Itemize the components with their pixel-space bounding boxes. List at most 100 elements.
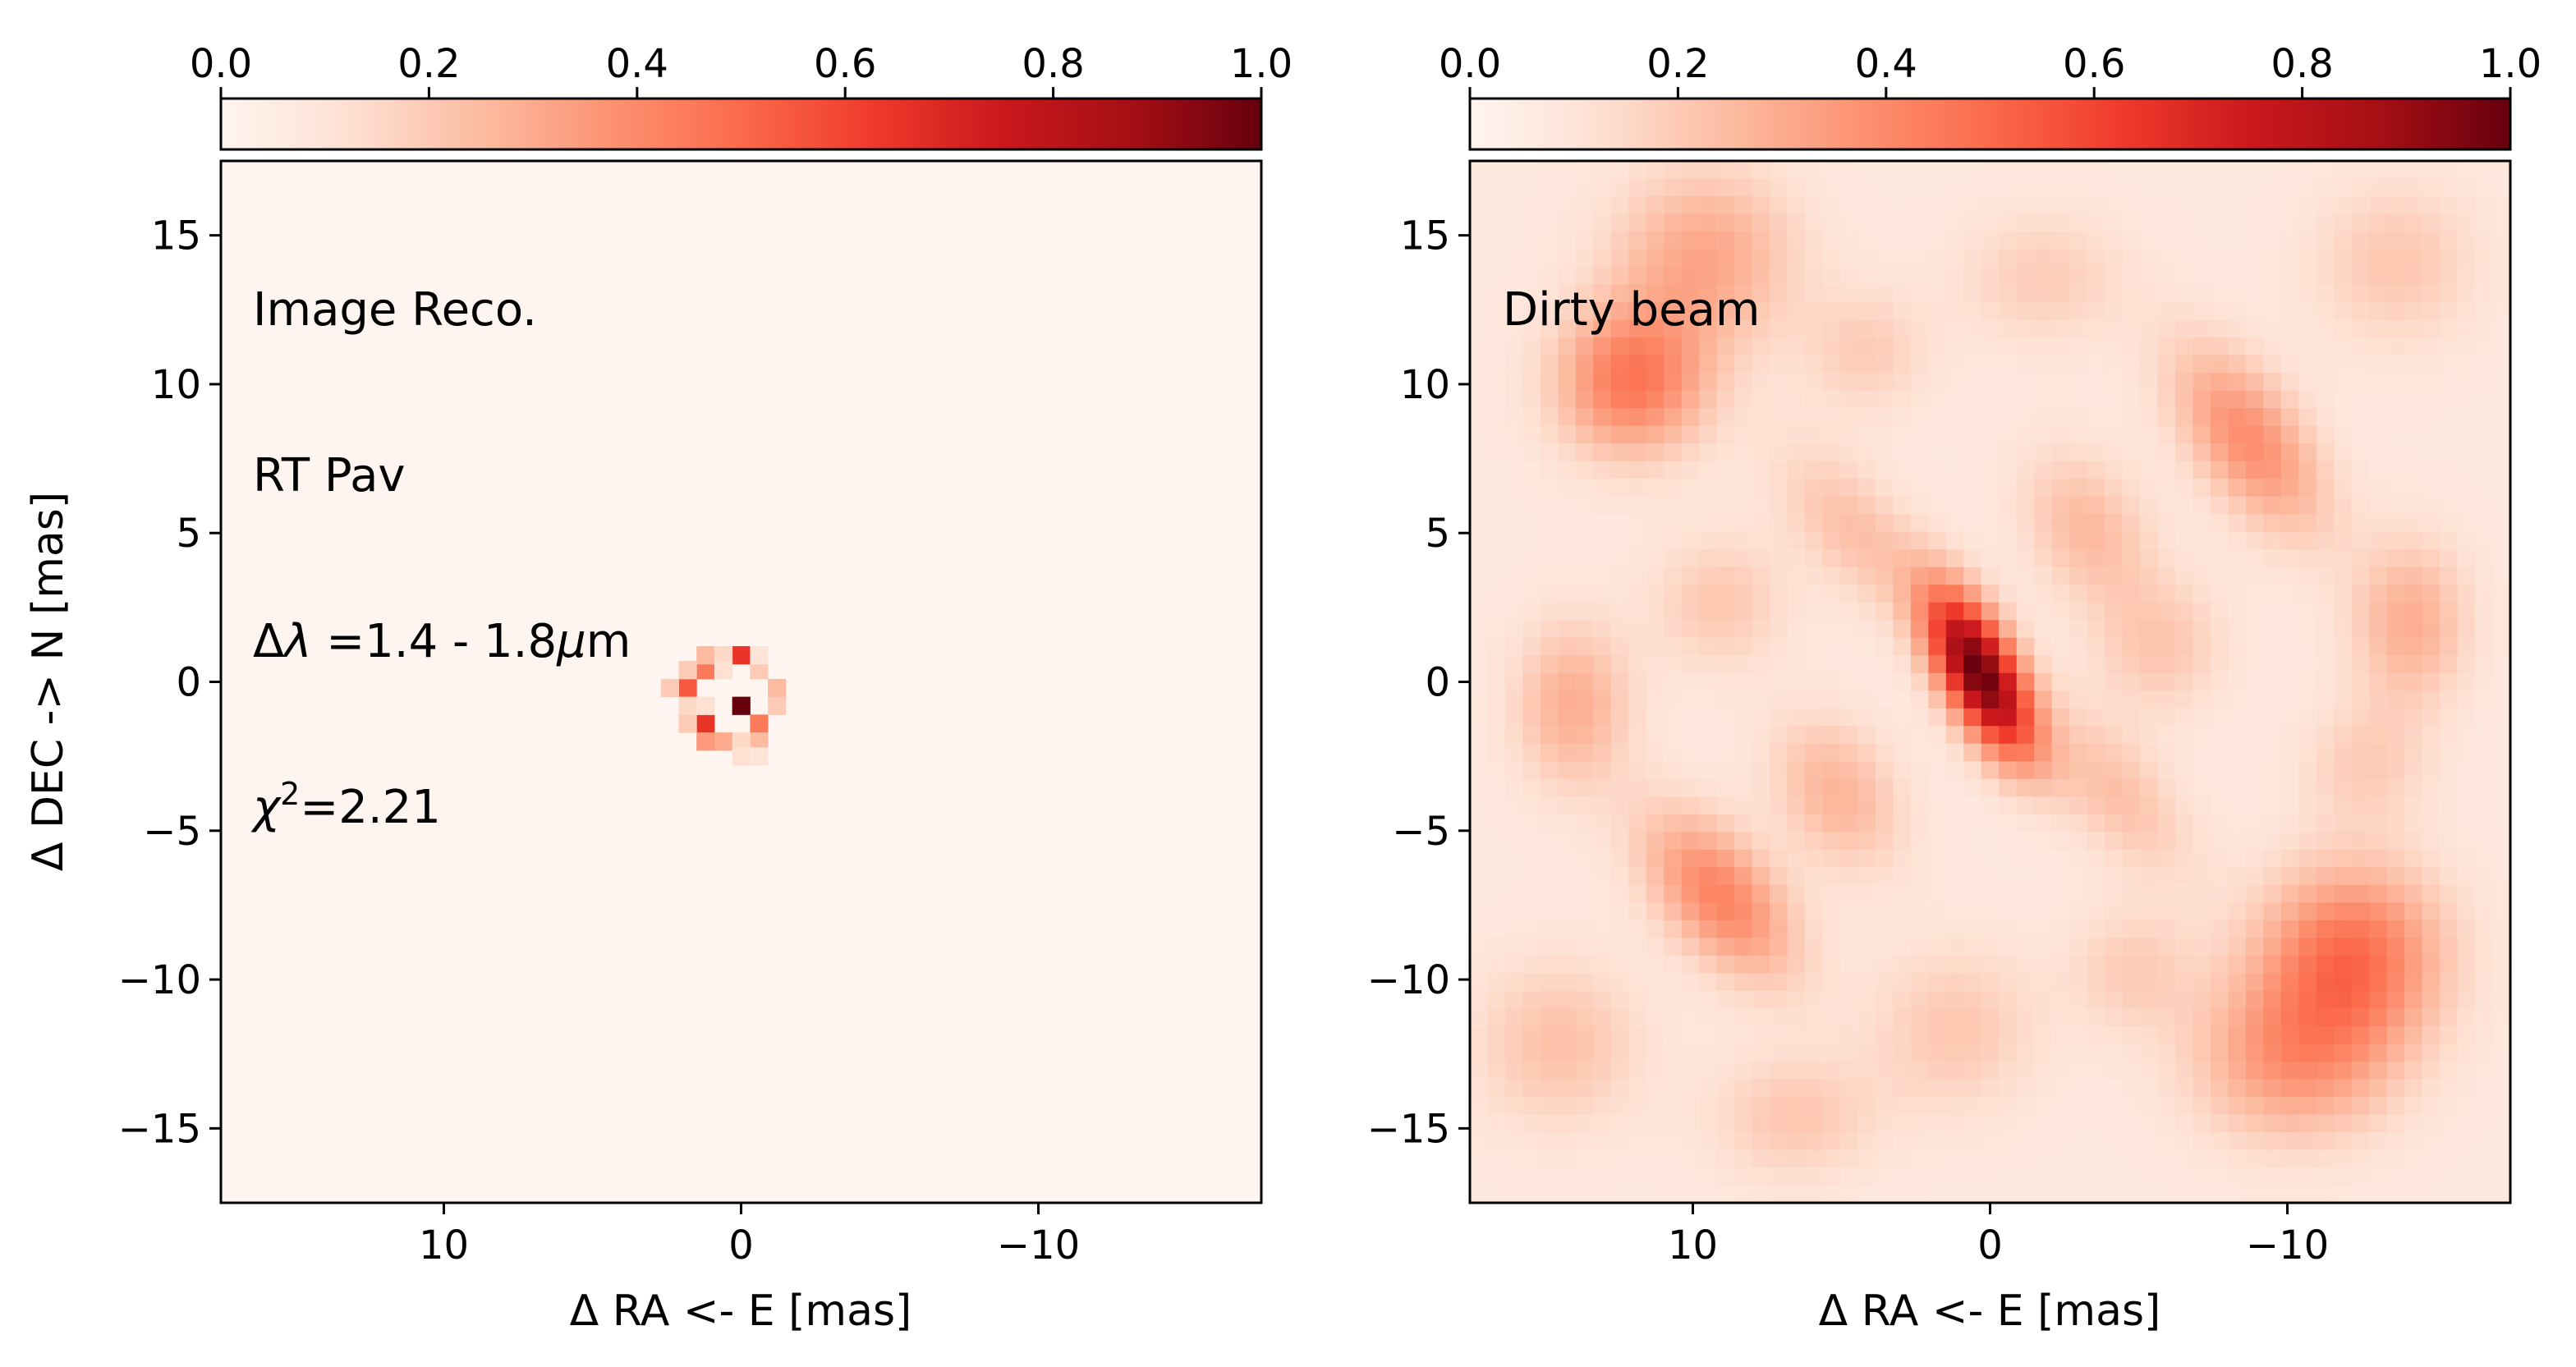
beam-cell bbox=[1540, 708, 1559, 727]
beam-cell bbox=[2263, 796, 2282, 815]
beam-cell bbox=[1928, 1025, 1947, 1045]
beam-cell bbox=[2140, 814, 2159, 833]
beam-cell bbox=[1945, 1114, 1964, 1133]
beam-cell bbox=[1558, 1044, 1577, 1062]
beam-cell bbox=[1893, 1149, 1912, 1168]
beam-cell bbox=[1681, 284, 1700, 303]
beam-cell bbox=[2210, 337, 2229, 356]
beam-cell bbox=[1646, 178, 1665, 197]
beam-cell bbox=[1981, 1044, 2000, 1062]
beam-cell bbox=[1770, 496, 1789, 515]
beam-cell bbox=[1664, 620, 1683, 639]
beam-cell bbox=[1628, 196, 1647, 215]
beam-cell bbox=[2051, 355, 2070, 374]
beam-cell bbox=[2174, 232, 2194, 250]
beam-cell bbox=[2210, 849, 2229, 868]
beam-cell bbox=[2245, 938, 2264, 956]
beam-cell bbox=[1575, 1044, 1594, 1062]
beam-cell bbox=[2193, 602, 2211, 621]
beam-cell bbox=[1857, 955, 1876, 974]
beam-cell bbox=[2245, 637, 2264, 656]
beam-cell bbox=[2087, 655, 2105, 674]
beam-cell bbox=[2245, 355, 2264, 374]
beam-cell bbox=[2193, 531, 2211, 550]
beam-cell bbox=[2334, 1025, 2353, 1045]
beam-cell bbox=[1805, 267, 1824, 286]
beam-cell bbox=[2193, 1079, 2211, 1098]
beam-cell bbox=[1593, 232, 1612, 250]
beam-cell bbox=[1664, 1096, 1683, 1116]
beam-cell bbox=[2157, 585, 2176, 603]
beam-cell bbox=[2475, 249, 2494, 268]
beam-cell bbox=[2492, 973, 2510, 992]
beam-cell bbox=[1646, 514, 1665, 533]
beam-cell bbox=[1857, 690, 1876, 709]
beam-cell bbox=[1999, 690, 2018, 709]
beam-cell bbox=[2316, 267, 2335, 286]
beam-cell bbox=[2316, 920, 2335, 938]
beam-cell bbox=[2351, 796, 2370, 815]
beam-cell bbox=[1646, 355, 1665, 374]
beam-cell bbox=[2122, 1185, 2141, 1203]
beam-cell bbox=[1664, 726, 1683, 745]
beam-cell bbox=[1981, 585, 2000, 603]
beam-cell bbox=[1558, 1008, 1577, 1027]
beam-cell bbox=[2087, 1167, 2105, 1186]
beam-cell bbox=[1822, 1167, 1841, 1186]
beam-cell bbox=[1875, 549, 1894, 568]
beam-cell bbox=[1822, 1008, 1841, 1027]
beam-cell bbox=[1522, 1167, 1541, 1186]
beam-cell bbox=[2351, 567, 2370, 585]
beam-cell bbox=[2087, 319, 2105, 338]
beam-cell bbox=[2069, 955, 2088, 974]
beam-cell bbox=[2228, 178, 2247, 197]
beam-cell bbox=[2369, 637, 2388, 656]
beam-cell bbox=[2051, 284, 2070, 303]
beam-cell bbox=[1839, 726, 1859, 745]
beam-cell bbox=[1839, 461, 1859, 479]
beam-cell bbox=[2174, 443, 2194, 462]
beam-cell bbox=[1646, 761, 1665, 780]
beam-cell bbox=[2210, 743, 2229, 762]
beam-cell bbox=[1734, 1008, 1753, 1027]
beam-cell bbox=[2280, 567, 2299, 585]
beam-cell bbox=[1681, 196, 1700, 215]
beam-cell bbox=[1470, 708, 1489, 727]
beam-cell bbox=[2422, 1149, 2441, 1168]
beam-cell bbox=[1699, 743, 1718, 762]
beam-cell bbox=[1945, 302, 1964, 321]
beam-cell bbox=[1646, 655, 1665, 674]
beam-cell bbox=[1857, 708, 1876, 727]
beam-cell bbox=[1699, 425, 1718, 444]
beam-cell bbox=[1734, 1185, 1753, 1203]
beam-cell bbox=[1893, 655, 1912, 674]
beam-cell bbox=[1770, 1185, 1789, 1203]
beam-cell bbox=[1470, 938, 1489, 956]
beam-cell bbox=[1558, 796, 1577, 815]
beam-cell bbox=[2016, 531, 2035, 550]
beam-cell bbox=[2122, 549, 2141, 568]
beam-cell bbox=[1522, 1061, 1541, 1080]
beam-cell bbox=[2210, 514, 2229, 533]
beam-cell bbox=[1734, 479, 1753, 498]
beam-cell bbox=[2298, 302, 2317, 321]
beam-cell bbox=[2016, 319, 2035, 338]
beam-cell bbox=[1822, 955, 1841, 974]
beam-cell bbox=[2351, 1025, 2370, 1045]
beam-cell bbox=[2245, 461, 2264, 479]
beam-cell bbox=[1646, 425, 1665, 444]
beam-cell bbox=[2334, 267, 2353, 286]
beam-cell bbox=[1945, 761, 1964, 780]
beam-cell bbox=[2351, 355, 2370, 374]
beam-cell bbox=[2298, 178, 2317, 197]
beam-cell bbox=[1893, 196, 1912, 215]
beam-cell bbox=[1893, 461, 1912, 479]
beam-cell bbox=[2034, 531, 2053, 550]
beam-cell bbox=[1646, 867, 1665, 886]
beam-cell bbox=[1999, 832, 2018, 851]
beam-cell bbox=[1963, 867, 1982, 886]
beam-cell bbox=[1540, 1096, 1559, 1116]
beam-cell bbox=[2263, 443, 2282, 462]
beam-cell bbox=[2034, 708, 2053, 727]
beam-cell bbox=[2174, 267, 2194, 286]
